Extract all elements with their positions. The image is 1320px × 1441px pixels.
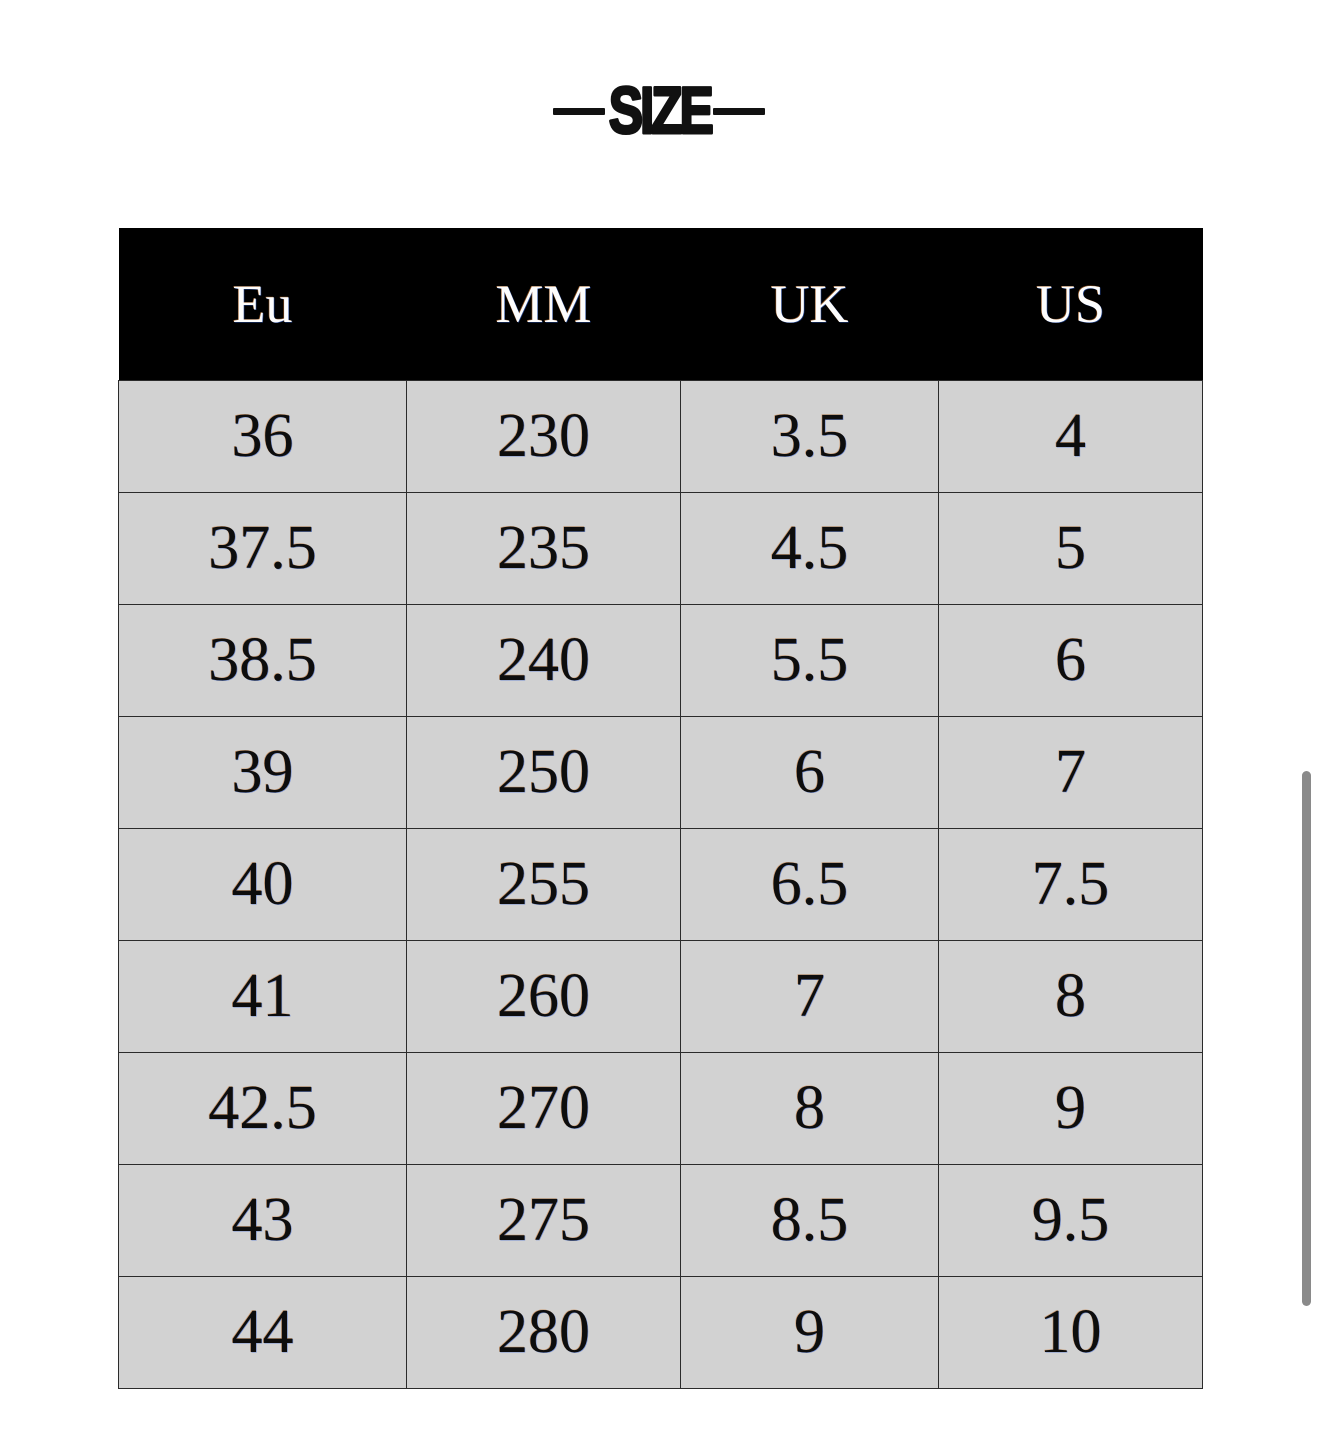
svg-text:SIZE: SIZE	[609, 73, 713, 148]
